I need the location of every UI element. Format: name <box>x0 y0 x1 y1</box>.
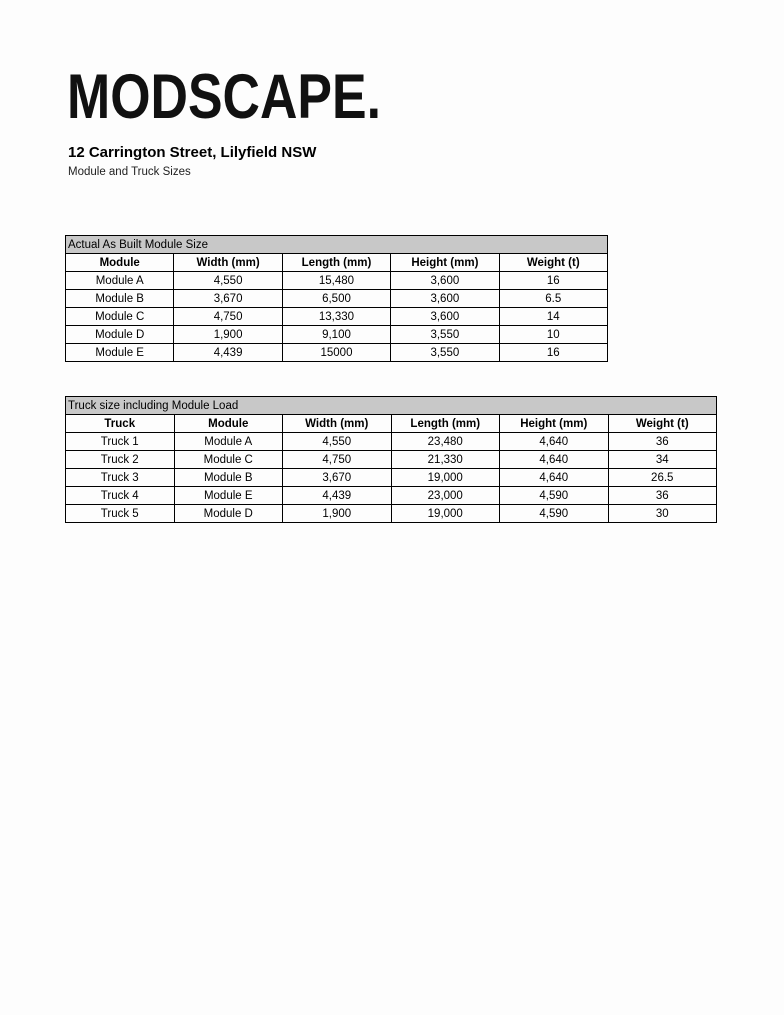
table-cell: Module C <box>64 307 175 326</box>
table-cell: 4,550 <box>282 432 392 451</box>
table-cell: 16 <box>498 271 609 290</box>
table-cell: 4,640 <box>499 432 609 451</box>
table-row: Module E 4,439 15000 3,550 16 <box>64 343 609 362</box>
table-cell: 4,640 <box>499 450 609 469</box>
table-cell: Module A <box>64 271 175 290</box>
table-row: Truck 4 Module E 4,439 23,000 4,590 36 <box>65 486 717 505</box>
table-cell: 15,480 <box>281 271 392 290</box>
table-cell: 13,330 <box>281 307 392 326</box>
column-header: Width (mm) <box>282 414 392 433</box>
table-cell: 23,000 <box>390 486 500 505</box>
column-header: Weight (t) <box>607 414 717 433</box>
table-cell: 4,750 <box>282 450 392 469</box>
table-cell: 3,550 <box>390 325 500 344</box>
table-cell: 16 <box>498 343 609 362</box>
column-header: Truck <box>65 414 175 433</box>
logo-text: MODSCAPE. <box>67 68 381 124</box>
table-header-row: Module Width (mm) Length (mm) Height (mm) We… <box>64 253 609 272</box>
table-cell: 4,550 <box>173 271 283 290</box>
table-row: Module B 3,670 6,500 3,600 6.5 <box>64 289 609 308</box>
column-header: Length (mm) <box>281 253 392 272</box>
column-header: Height (mm) <box>390 253 500 272</box>
table-cell: 23,480 <box>390 432 500 451</box>
table-cell: Module A <box>173 432 283 451</box>
table-caption-row: Truck size including Module Load <box>65 396 717 415</box>
table-caption: Truck size including Module Load <box>65 396 717 415</box>
table-cell: 3,600 <box>390 307 500 326</box>
column-header: Height (mm) <box>499 414 609 433</box>
table-row: Truck 3 Module B 3,670 19,000 4,640 26.5 <box>65 468 717 487</box>
table-row: Truck 2 Module C 4,750 21,330 4,640 34 <box>65 450 717 469</box>
table-cell: 14 <box>498 307 609 326</box>
table-cell: Module E <box>173 486 283 505</box>
table-cell: Module B <box>64 289 175 308</box>
table-cell: 36 <box>607 486 717 505</box>
table-cell: 30 <box>607 504 717 523</box>
table-cell: 26.5 <box>607 468 717 487</box>
table-cell: 4,590 <box>499 504 609 523</box>
table-cell: 34 <box>607 450 717 469</box>
table-row: Module A 4,550 15,480 3,600 16 <box>64 271 609 290</box>
table-cell: 3,600 <box>390 289 500 308</box>
table-cell: 36 <box>607 432 717 451</box>
table-header-row: Truck Module Width (mm) Length (mm) Height (… <box>65 414 717 433</box>
table-cell: 19,000 <box>390 468 500 487</box>
table-cell: 6,500 <box>281 289 392 308</box>
table-cell: 4,750 <box>173 307 283 326</box>
table-cell: 4,439 <box>173 343 283 362</box>
truck-size-table: Truck size including Module Load Truck Mod… <box>65 396 717 523</box>
module-size-table: Actual As Built Module Size Module Width (… <box>64 235 609 362</box>
table-cell: 1,900 <box>282 504 392 523</box>
table-cell: Truck 4 <box>65 486 175 505</box>
table-cell: 15000 <box>281 343 392 362</box>
table-cell: Truck 1 <box>65 432 175 451</box>
table-caption: Actual As Built Module Size <box>65 235 608 254</box>
column-header: Module <box>64 253 175 272</box>
table-cell: 4,439 <box>282 486 392 505</box>
table-cell: 6.5 <box>498 289 609 308</box>
table-cell: 3,670 <box>282 468 392 487</box>
column-header: Width (mm) <box>173 253 283 272</box>
table-cell: 1,900 <box>173 325 283 344</box>
column-header: Weight (t) <box>498 253 609 272</box>
table-cell: 3,670 <box>173 289 283 308</box>
table-cell: Module B <box>173 468 283 487</box>
table-cell: 3,600 <box>390 271 500 290</box>
table-row: Truck 1 Module A 4,550 23,480 4,640 36 <box>65 432 717 451</box>
table-cell: 3,550 <box>390 343 500 362</box>
page-subtitle: Module and Truck Sizes <box>68 166 191 178</box>
table-cell: Truck 5 <box>65 504 175 523</box>
table-row: Truck 5 Module D 1,900 19,000 4,590 30 <box>65 504 717 523</box>
table-caption-row: Actual As Built Module Size <box>65 235 608 254</box>
table-cell: Truck 2 <box>65 450 175 469</box>
table-cell: Module D <box>64 325 175 344</box>
table-cell: Module C <box>173 450 283 469</box>
table-cell: 10 <box>498 325 609 344</box>
table-row: Module C 4,750 13,330 3,600 14 <box>64 307 609 326</box>
table-cell: Module D <box>173 504 283 523</box>
table-cell: 19,000 <box>390 504 500 523</box>
modscape-logo: MODSCAPE. <box>67 68 381 124</box>
page-title: 12 Carrington Street, Lilyfield NSW <box>68 144 317 161</box>
table-cell: 4,640 <box>499 468 609 487</box>
table-cell: 21,330 <box>390 450 500 469</box>
table-cell: Truck 3 <box>65 468 175 487</box>
column-header: Length (mm) <box>390 414 500 433</box>
column-header: Module <box>173 414 283 433</box>
table-cell: 9,100 <box>281 325 392 344</box>
table-cell: Module E <box>64 343 175 362</box>
table-row: Module D 1,900 9,100 3,550 10 <box>64 325 609 344</box>
table-cell: 4,590 <box>499 486 609 505</box>
